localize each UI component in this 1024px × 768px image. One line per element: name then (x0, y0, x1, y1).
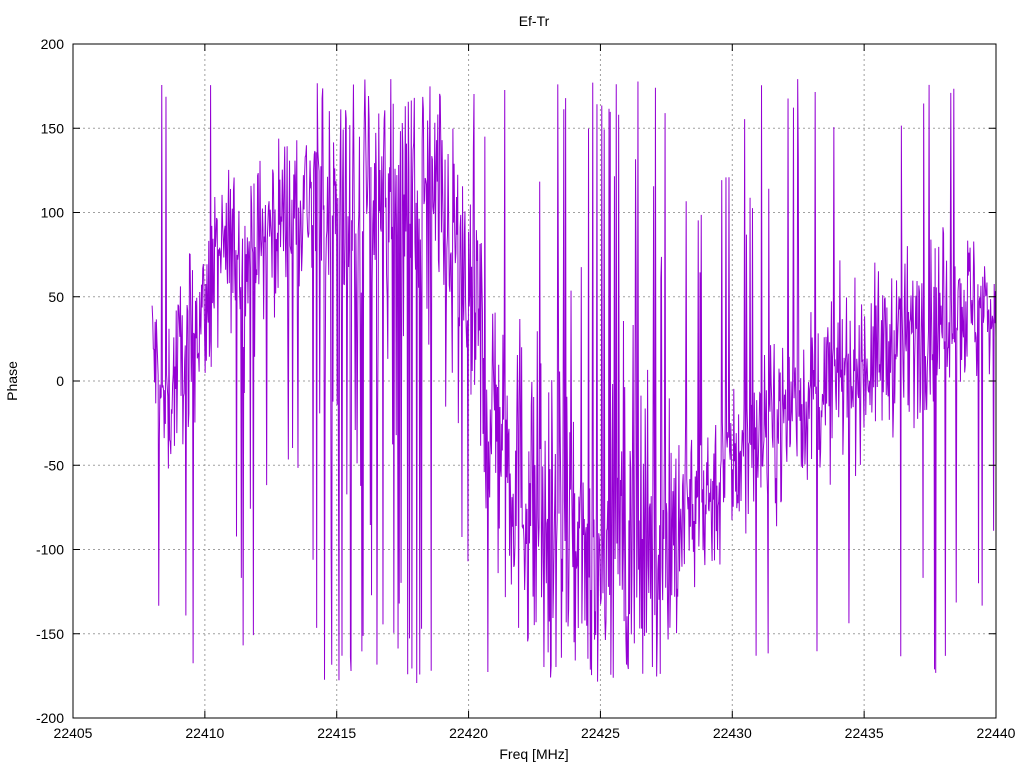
x-tick-label: 22405 (54, 725, 93, 741)
x-tick-label: 22410 (185, 725, 224, 741)
y-tick-label: 100 (41, 205, 65, 221)
y-tick-label: -150 (36, 626, 64, 642)
series-phase (151, 79, 997, 684)
y-tick-label: 200 (41, 36, 65, 52)
y-tick-label: -200 (36, 710, 64, 726)
y-tick-label: 50 (48, 289, 64, 305)
y-tick-label: -100 (36, 542, 64, 558)
x-tick-label: 22415 (317, 725, 356, 741)
x-tick-label: 22430 (713, 725, 752, 741)
chart-title: Ef-Tr (519, 13, 550, 29)
x-tick-label: 22435 (845, 725, 884, 741)
x-axis-label: Freq [MHz] (499, 746, 568, 762)
ticks: 22405 22410 22415 22420 22425 22430 22435 22440… (36, 36, 1016, 741)
y-tick-label: 150 (41, 120, 65, 136)
y-tick-label: 0 (56, 373, 64, 389)
x-tick-label: 22420 (449, 725, 488, 741)
phase-line (151, 79, 997, 684)
x-tick-label: 22440 (977, 725, 1016, 741)
x-tick-label: 22425 (581, 725, 620, 741)
y-axis-label: Phase (4, 361, 20, 401)
y-tick-label: -50 (44, 457, 64, 473)
